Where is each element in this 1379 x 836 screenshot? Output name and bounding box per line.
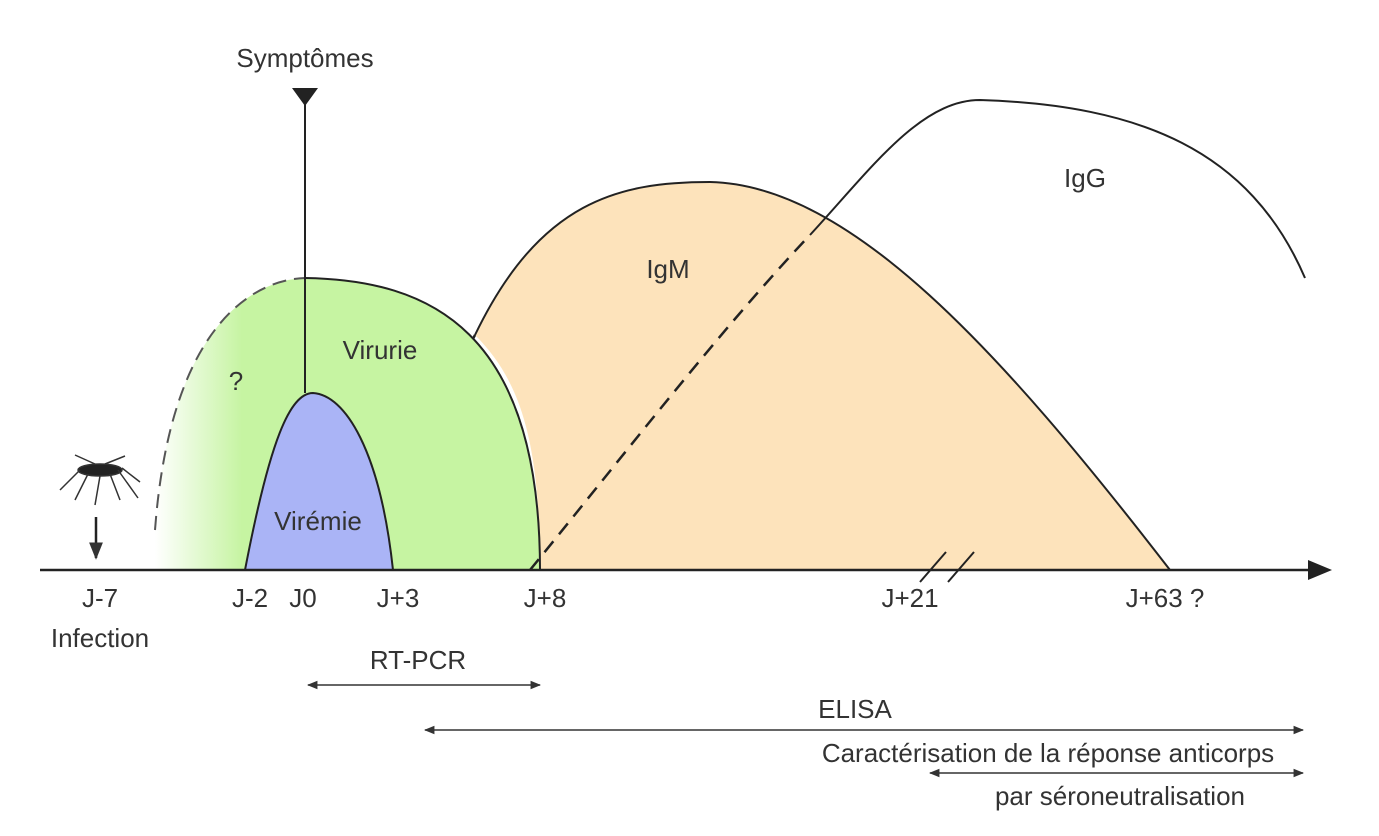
unknown-label: ? xyxy=(229,366,243,396)
infection-label: Infection xyxy=(51,623,149,653)
symptom-triangle xyxy=(292,88,318,106)
viremia-area xyxy=(243,391,395,571)
igg-curve xyxy=(809,98,1306,279)
tick-label: J0 xyxy=(289,583,316,613)
tick-label: J+63 ? xyxy=(1126,583,1205,613)
igg-label: IgG xyxy=(1064,163,1106,193)
igm-area xyxy=(475,182,1170,570)
tick-label: J+8 xyxy=(524,583,567,613)
symptoms-label: Symptômes xyxy=(236,43,373,73)
tick-label: J-2 xyxy=(232,583,268,613)
axis-break xyxy=(919,551,947,583)
viruria-curve xyxy=(304,277,541,571)
axis-break xyxy=(947,551,975,583)
characterisation-label: Caractérisation de la réponse anticorps xyxy=(822,738,1274,768)
tick-label: J+3 xyxy=(377,583,420,613)
viruria-dashed xyxy=(154,277,306,531)
tick-label: J-7 xyxy=(82,583,118,613)
axis-arrowhead xyxy=(1308,560,1332,580)
viruria-label: Virurie xyxy=(343,335,418,365)
mosquito-icon xyxy=(59,454,141,506)
viremia-label: Virémie xyxy=(274,506,362,536)
rtpcr-label: RT-PCR xyxy=(370,645,466,675)
igm-label: IgM xyxy=(646,254,689,284)
igg-dashed xyxy=(529,234,811,571)
igm-curve xyxy=(474,180,1171,571)
tick-label: J+21 xyxy=(881,583,938,613)
elisa-label: ELISA xyxy=(818,694,892,724)
seroneutralisation-label: par séroneutralisation xyxy=(995,781,1245,811)
